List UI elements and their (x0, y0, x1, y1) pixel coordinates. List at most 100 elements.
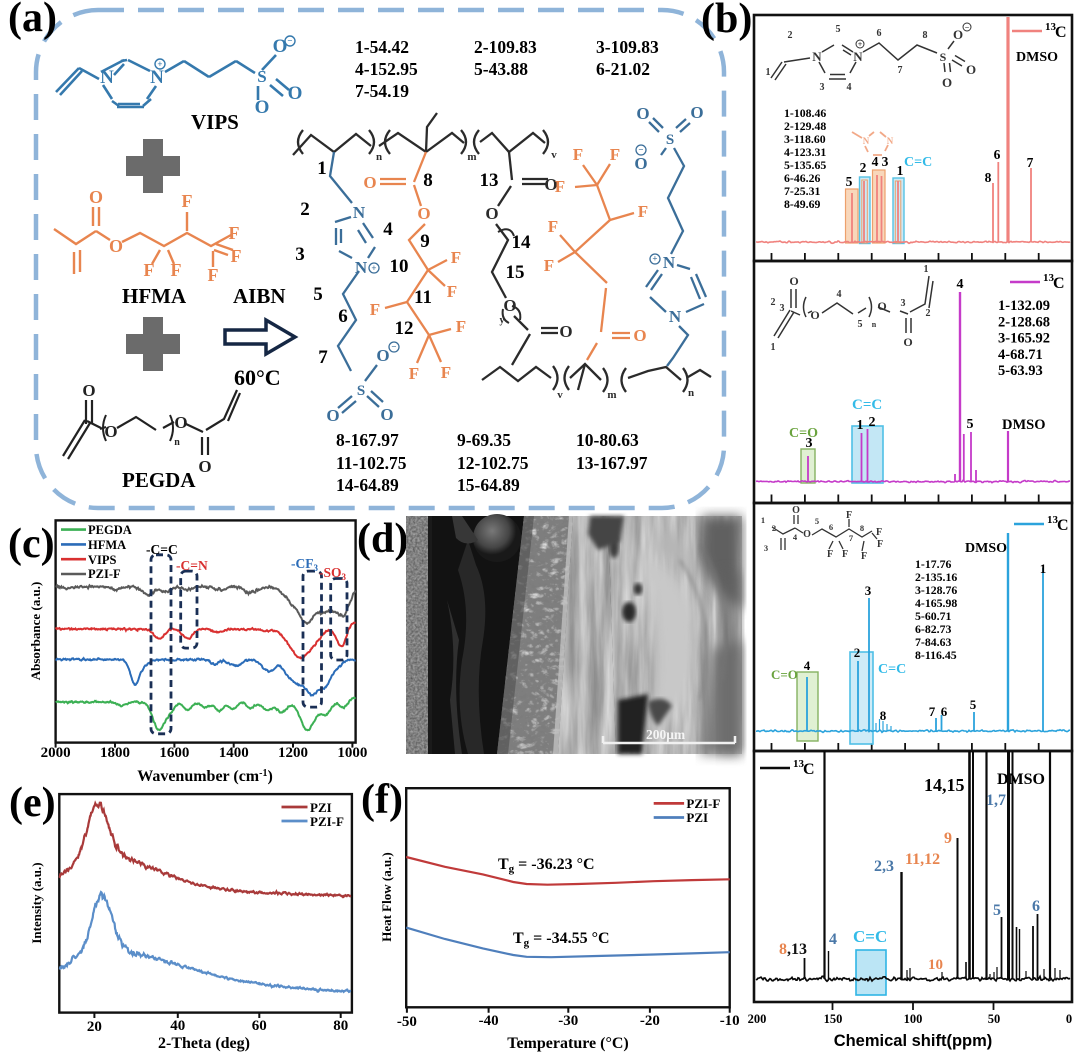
svg-text:5: 5 (967, 417, 974, 432)
svg-text:5: 5 (846, 174, 853, 189)
svg-text:2: 2 (860, 160, 867, 175)
svg-text:O: O (417, 204, 430, 223)
svg-text:3: 3 (764, 543, 768, 553)
svg-text:5-60.71: 5-60.71 (915, 609, 951, 623)
svg-text:8: 8 (860, 523, 864, 533)
svg-text:F: F (229, 223, 240, 243)
svg-text:2-109.83: 2-109.83 (474, 37, 537, 57)
svg-text:C=C: C=C (852, 397, 882, 413)
svg-text:F: F (144, 260, 155, 280)
svg-text:2: 2 (788, 30, 793, 41)
svg-text:O: O (636, 104, 649, 123)
svg-text:O: O (544, 175, 557, 194)
svg-text:O: O (559, 322, 572, 341)
svg-text:2-Theta (deg): 2-Theta (deg) (158, 1035, 250, 1052)
svg-text:y: y (500, 315, 505, 326)
svg-text:F: F (451, 248, 461, 267)
svg-text:1-17.76: 1-17.76 (915, 557, 951, 571)
svg-text:14-64.89: 14-64.89 (336, 475, 399, 495)
svg-text:(b): (b) (701, 0, 752, 42)
svg-text:Heat Flow (a.u.): Heat Flow (a.u.) (379, 852, 394, 942)
svg-text:80: 80 (333, 1018, 348, 1034)
svg-text:3-165.92: 3-165.92 (998, 331, 1050, 347)
svg-text:1,7: 1,7 (986, 792, 1006, 809)
svg-text:5: 5 (313, 284, 323, 305)
svg-text:m: m (467, 151, 476, 163)
svg-text:6: 6 (941, 704, 948, 719)
svg-text:2,3: 2,3 (874, 858, 894, 875)
svg-text:PZI-F: PZI-F (88, 567, 121, 581)
svg-text:10: 10 (390, 256, 409, 277)
svg-text:O: O (633, 326, 646, 345)
svg-text:-CF3: -CF3 (291, 556, 319, 573)
svg-text:1-54.42: 1-54.42 (355, 37, 409, 57)
svg-text:8-49.69: 8-49.69 (784, 197, 820, 211)
svg-text:C: C (803, 761, 815, 778)
svg-text:4: 4 (804, 658, 811, 673)
svg-text:1: 1 (1040, 561, 1047, 576)
svg-text:1: 1 (924, 264, 929, 275)
svg-text:O: O (503, 296, 516, 315)
svg-text:7: 7 (929, 704, 936, 719)
svg-text:0: 0 (1066, 1012, 1072, 1026)
svg-text:13: 13 (793, 758, 805, 770)
svg-text:-30: -30 (558, 1013, 578, 1029)
svg-text:13-167.97: 13-167.97 (576, 453, 648, 473)
svg-text:O: O (953, 27, 963, 42)
svg-text:Chemical shift(ppm): Chemical shift(ppm) (834, 1032, 993, 1050)
svg-text:n: n (872, 320, 877, 329)
svg-text:-50: -50 (397, 1014, 417, 1030)
svg-text:3: 3 (882, 154, 889, 169)
svg-text:8: 8 (880, 708, 887, 723)
svg-text:8: 8 (923, 30, 928, 41)
svg-text:n: n (376, 151, 382, 163)
svg-text:-SO3: -SO3 (319, 565, 347, 582)
svg-text:O: O (326, 406, 339, 425)
svg-text:F: F (827, 549, 833, 560)
svg-text:N: N (100, 67, 114, 88)
svg-text:1: 1 (766, 67, 771, 78)
svg-text:S: S (357, 383, 365, 399)
svg-text:O: O (380, 405, 393, 424)
svg-text:1-108.46: 1-108.46 (784, 106, 826, 120)
svg-text:2-129.48: 2-129.48 (784, 119, 826, 133)
svg-text:F: F (182, 191, 193, 211)
svg-text:3: 3 (295, 244, 305, 265)
svg-text:PZI: PZI (310, 800, 332, 815)
svg-text:F: F (555, 177, 565, 196)
svg-text:4-123.31: 4-123.31 (784, 145, 826, 159)
svg-text:3: 3 (865, 583, 872, 598)
svg-text:+: + (858, 40, 863, 49)
svg-text:4: 4 (829, 931, 837, 948)
svg-text:F: F (544, 256, 554, 275)
svg-text:10-80.63: 10-80.63 (576, 430, 639, 450)
svg-text:1: 1 (317, 158, 327, 179)
svg-text:−: − (287, 36, 292, 46)
svg-text:O: O (255, 97, 270, 118)
svg-text:60: 60 (252, 1018, 267, 1034)
svg-text:VIPS: VIPS (191, 110, 239, 134)
svg-text:N: N (812, 49, 822, 64)
svg-text:11-102.75: 11-102.75 (336, 453, 407, 473)
svg-text:AIBN: AIBN (233, 284, 286, 308)
svg-text:2-128.68: 2-128.68 (998, 314, 1050, 330)
svg-text:2-135.16: 2-135.16 (915, 570, 957, 584)
svg-text:Temperature (°C): Temperature (°C) (507, 1035, 628, 1052)
svg-text:−: − (965, 23, 970, 32)
svg-text:4: 4 (383, 219, 393, 240)
svg-text:n: n (174, 437, 180, 448)
svg-text:13: 13 (1043, 272, 1055, 284)
svg-text:N: N (853, 49, 863, 64)
svg-text:1600: 1600 (159, 745, 189, 761)
svg-text:O: O (634, 154, 647, 173)
svg-text:15: 15 (506, 262, 525, 283)
svg-text:-20: -20 (640, 1013, 660, 1029)
svg-text:8,13: 8,13 (779, 941, 807, 958)
svg-text:3: 3 (780, 303, 785, 314)
svg-text:13: 13 (480, 170, 499, 191)
svg-text:6: 6 (338, 306, 348, 327)
svg-text:Tg = -34.55 °C: Tg = -34.55 °C (513, 930, 610, 949)
svg-text:F: F (876, 527, 882, 538)
svg-text:9: 9 (944, 830, 952, 847)
svg-text:6: 6 (994, 147, 1001, 162)
